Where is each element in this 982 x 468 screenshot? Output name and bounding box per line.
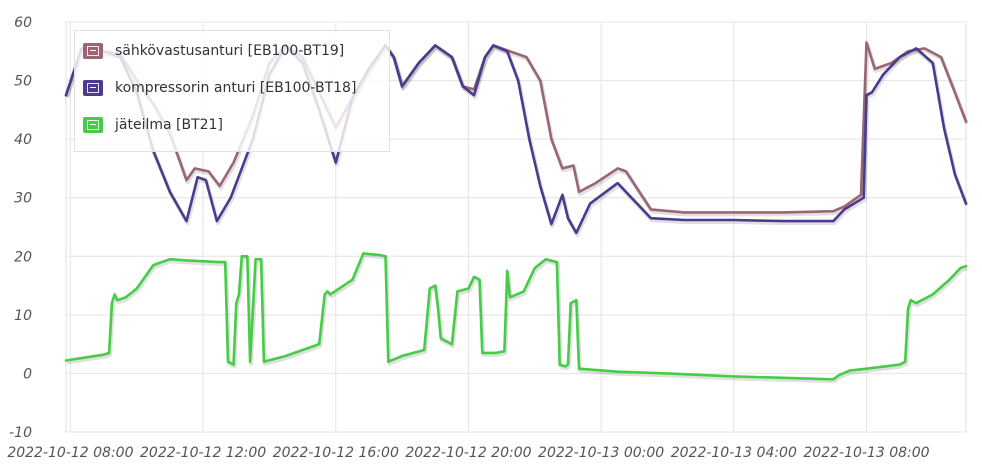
y-tick-label: 20 bbox=[14, 249, 32, 265]
y-tick-label: 50 bbox=[14, 74, 32, 90]
x-tick-label: 2022-10-12 08:00 bbox=[7, 445, 133, 461]
legend-label: sähkövastusanturi [EB100-BT19] bbox=[115, 43, 345, 59]
legend-swatch-frame bbox=[87, 46, 99, 56]
y-tick-label: 60 bbox=[14, 15, 32, 31]
legend-swatch bbox=[83, 80, 103, 96]
y-tick-label: -10 bbox=[9, 425, 32, 441]
series-line-2 bbox=[64, 252, 968, 381]
x-axis-ticks: 2022-10-12 08:00 2022-10-12 12:00 2022-10-… bbox=[7, 445, 929, 461]
legend-swatch bbox=[83, 117, 103, 133]
chart-legend: sähkövastusanturi [EB100-BT19] kompressor… bbox=[74, 30, 390, 152]
series-line-0 bbox=[64, 41, 968, 214]
y-tick-label: 10 bbox=[14, 308, 32, 324]
legend-swatch-dash bbox=[90, 87, 96, 88]
legend-swatch-dash bbox=[90, 124, 96, 125]
y-tick-label: 30 bbox=[14, 191, 32, 207]
x-tick-label: 2022-10-12 20:00 bbox=[405, 445, 531, 461]
legend-swatch-frame bbox=[87, 120, 99, 130]
legend-swatch bbox=[83, 43, 103, 59]
x-tick-label: 2022-10-13 08:00 bbox=[803, 445, 929, 461]
legend-swatch-frame bbox=[87, 83, 99, 93]
series-line-shadow bbox=[66, 253, 968, 384]
y-tick-label: 40 bbox=[14, 132, 32, 148]
x-tick-label: 2022-10-13 00:00 bbox=[538, 445, 664, 461]
legend-item[interactable]: jäteilma [BT21] bbox=[83, 114, 223, 136]
x-tick-label: 2022-10-13 04:00 bbox=[671, 445, 797, 461]
legend-label: kompressorin anturi [EB100-BT18] bbox=[115, 80, 357, 96]
x-tick-label: 2022-10-12 12:00 bbox=[140, 445, 266, 461]
legend-swatch-dash bbox=[90, 50, 96, 51]
y-tick-label: 0 bbox=[23, 366, 32, 382]
legend-item[interactable]: sähkövastusanturi [EB100-BT19] bbox=[83, 40, 344, 62]
legend-item[interactable]: kompressorin anturi [EB100-BT18] bbox=[83, 77, 356, 99]
series-line-1 bbox=[64, 44, 968, 235]
series-layer bbox=[64, 41, 969, 384]
legend-label: jäteilma [BT21] bbox=[115, 117, 223, 133]
y-axis-ticks: 60 50 40 30 20 10 0 -10 bbox=[9, 15, 32, 441]
x-tick-label: 2022-10-12 16:00 bbox=[273, 445, 399, 461]
